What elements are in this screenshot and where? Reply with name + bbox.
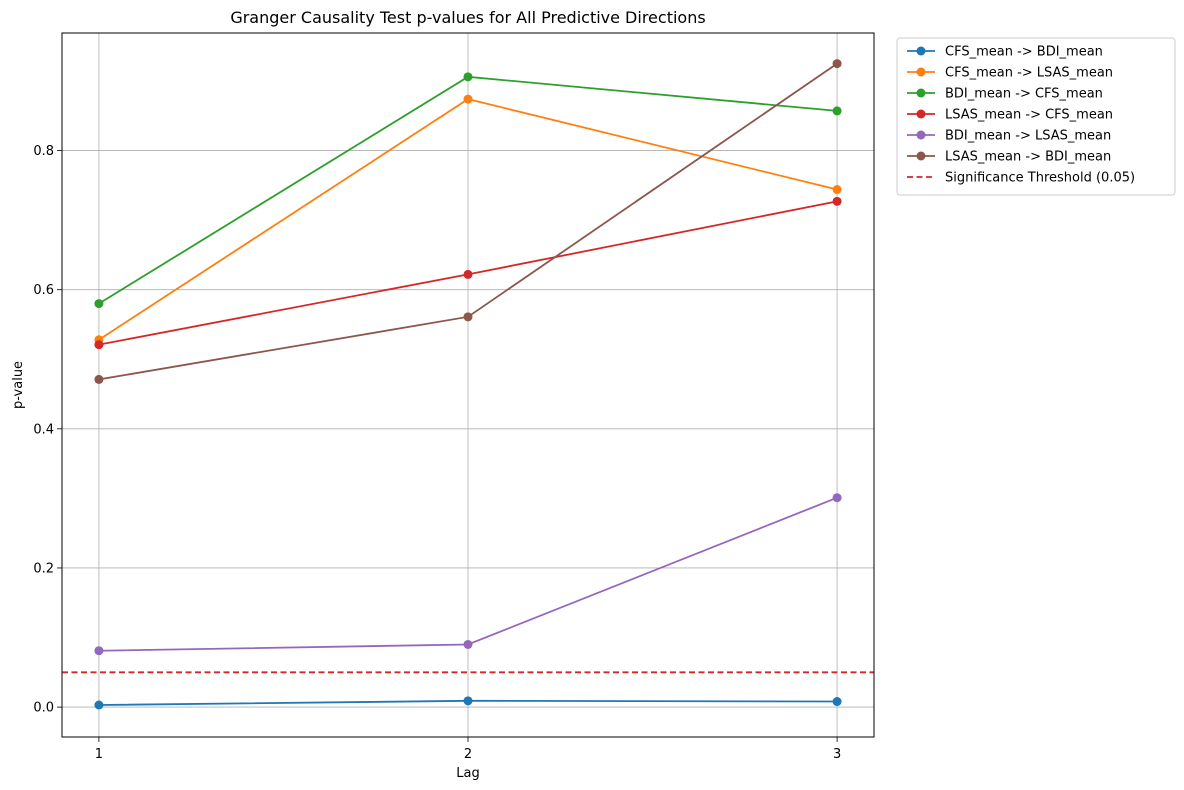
legend-label: BDI_mean -> CFS_mean bbox=[945, 87, 1103, 102]
data-point bbox=[463, 269, 473, 279]
data-point bbox=[832, 106, 842, 116]
x-tick-label: 3 bbox=[833, 747, 841, 762]
x-axis-label: Lag bbox=[456, 766, 479, 781]
data-point bbox=[94, 340, 104, 350]
y-tick-label: 0.2 bbox=[33, 561, 54, 576]
data-point bbox=[463, 72, 473, 82]
data-point bbox=[832, 185, 842, 195]
data-point bbox=[463, 639, 473, 649]
data-point bbox=[94, 646, 104, 656]
legend-marker bbox=[916, 109, 926, 119]
x-ticks: 1 2 3 bbox=[95, 737, 841, 762]
legend-box bbox=[896, 37, 1176, 196]
data-point bbox=[94, 299, 104, 309]
legend-marker bbox=[916, 88, 926, 98]
legend-marker bbox=[916, 46, 926, 56]
y-ticks: 0.0 0.2 0.4 0.6 0.8 bbox=[33, 144, 62, 716]
data-point bbox=[94, 374, 104, 384]
y-tick-label: 0.6 bbox=[33, 283, 54, 298]
data-point bbox=[832, 697, 842, 707]
data-point bbox=[463, 696, 473, 706]
y-tick-label: 0.4 bbox=[33, 422, 54, 437]
legend-label: LSAS_mean -> BDI_mean bbox=[945, 150, 1111, 165]
data-point bbox=[94, 700, 104, 710]
data-point bbox=[832, 59, 842, 69]
legend-marker bbox=[916, 67, 926, 77]
series-layer bbox=[94, 59, 842, 710]
legend-label: BDI_mean -> LSAS_mean bbox=[945, 129, 1111, 144]
data-point bbox=[463, 312, 473, 322]
x-tick-label: 2 bbox=[464, 747, 472, 762]
legend-label: LSAS_mean -> CFS_mean bbox=[945, 108, 1113, 123]
y-axis-label: p-value bbox=[11, 361, 26, 409]
y-tick-label: 0.0 bbox=[33, 701, 54, 716]
data-point bbox=[832, 493, 842, 503]
legend-label: CFS_mean -> BDI_mean bbox=[945, 45, 1103, 60]
data-point bbox=[463, 94, 473, 104]
legend-marker bbox=[916, 130, 926, 140]
data-point bbox=[832, 196, 842, 206]
grid-lines bbox=[62, 33, 874, 737]
x-tick-label: 1 bbox=[95, 747, 103, 762]
legend-label: Significance Threshold (0.05) bbox=[945, 171, 1135, 186]
legend-label: CFS_mean -> LSAS_mean bbox=[945, 66, 1113, 81]
chart-title: Granger Causality Test p-values for All … bbox=[230, 8, 705, 27]
legend-marker bbox=[916, 151, 926, 161]
y-tick-label: 0.8 bbox=[33, 144, 54, 159]
legend: CFS_mean -> BDI_mean CFS_mean -> LSAS_mea… bbox=[896, 37, 1176, 196]
